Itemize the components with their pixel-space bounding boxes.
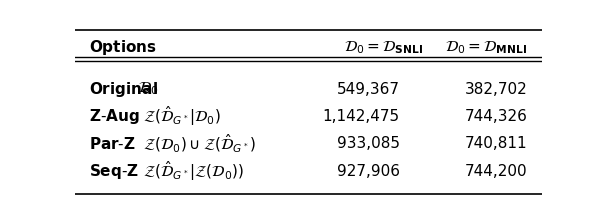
Text: $\mathbf{Original}\ $: $\mathbf{Original}\ $	[89, 79, 158, 99]
Text: $\mathcal{D}_0$: $\mathcal{D}_0$	[138, 81, 159, 97]
Text: $\mathcal{D}_0 = \mathcal{D}_\mathbf{SNLI}$: $\mathcal{D}_0 = \mathcal{D}_\mathbf{SNL…	[344, 39, 423, 56]
Text: $\mathbf{Par\text{-}Z}\ $: $\mathbf{Par\text{-}Z}\ $	[89, 136, 136, 152]
Text: $\mathbf{Options}$: $\mathbf{Options}$	[89, 38, 157, 57]
Text: 740,811: 740,811	[465, 136, 528, 151]
Text: $\mathbf{Seq\text{-}Z}\ $: $\mathbf{Seq\text{-}Z}\ $	[89, 162, 140, 180]
Text: 1,142,475: 1,142,475	[323, 109, 400, 124]
Text: 933,085: 933,085	[337, 136, 400, 151]
Text: $\mathcal{Z}(\hat{\mathcal{D}}_{G^*}|\mathcal{Z}(\mathcal{D}_0))$: $\mathcal{Z}(\hat{\mathcal{D}}_{G^*}|\ma…	[143, 159, 244, 183]
Text: $\mathcal{Z}(\hat{\mathcal{D}}_{G^*}|\mathcal{D}_0)$: $\mathcal{Z}(\hat{\mathcal{D}}_{G^*}|\ma…	[143, 104, 220, 128]
Text: $\mathcal{D}_0 = \mathcal{D}_\mathbf{MNLI}$: $\mathcal{D}_0 = \mathcal{D}_\mathbf{MNL…	[445, 39, 527, 56]
Text: 744,326: 744,326	[465, 109, 528, 124]
Text: $\mathcal{Z}(\mathcal{D}_0) \cup \mathcal{Z}(\hat{\mathcal{D}}_{G^*})$: $\mathcal{Z}(\mathcal{D}_0) \cup \mathca…	[143, 133, 256, 155]
Text: $\mathbf{Z\text{-}Aug}\ $: $\mathbf{Z\text{-}Aug}\ $	[89, 107, 140, 126]
Text: 927,906: 927,906	[337, 164, 400, 178]
Text: 744,200: 744,200	[465, 164, 528, 178]
Text: 382,702: 382,702	[465, 81, 528, 97]
Text: 549,367: 549,367	[337, 81, 400, 97]
